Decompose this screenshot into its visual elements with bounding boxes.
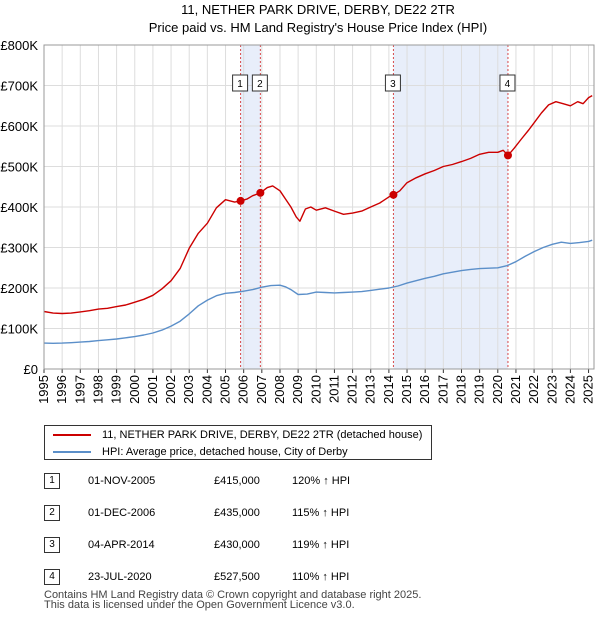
sale-label-3: 3 [390,79,396,90]
x-tick-label: 2008 [272,375,287,404]
x-tick-label: 1996 [54,375,69,404]
footer-attribution: Contains HM Land Registry data © Crown c… [44,589,422,611]
sale-price: £430,000 [214,539,260,551]
sale-price: £435,000 [214,507,260,519]
sale-point-2 [256,188,265,197]
legend-label-hpi: HPI: Average price, detached house, City… [102,446,348,458]
x-tick-label: 2018 [453,375,468,404]
x-tick-label: 2006 [236,375,251,404]
sale-date: 04-APR-2014 [88,539,155,551]
x-tick-label: 2003 [181,375,196,404]
property-price-line [43,94,593,315]
x-tick-label: 1999 [109,375,124,404]
x-tick-label: 1998 [90,375,105,404]
sale-label-box-3 [384,74,401,92]
y-tick-label: £700K [0,79,38,94]
grid [43,44,594,370]
x-tick-label: 2009 [290,375,305,404]
x-tick-label: 2016 [417,375,432,404]
sale-date: 01-NOV-2005 [88,475,156,487]
chart-title: 11, NETHER PARK DRIVE, DERBY, DE22 2TR [181,2,455,17]
table-row: 4 23-JUL-2020 £527,500 110% ↑ HPI [44,567,464,587]
x-tick-label: 2010 [308,375,323,404]
sale-point-3 [389,190,398,199]
sale-vertical-lines [240,45,509,369]
x-tick-label: 2014 [381,375,396,404]
sale-hpi-change: 120% ↑ HPI [292,475,351,487]
x-tick-label: 2001 [145,375,160,404]
y-tick-label: £0 [24,362,38,377]
sale-badge: 2 [44,505,60,521]
x-tick-label: 2019 [472,375,487,404]
sale-label-box-4 [499,74,516,92]
footer-line-licence: This data is licensed under the Open Gov… [44,599,355,611]
y-tick-label: £500K [0,160,38,175]
y-tick-label: £200K [0,281,38,296]
sale-price: £415,000 [214,475,260,487]
sale-hpi-change: 110% ↑ HPI [292,571,350,583]
x-tick-label: 2025 [581,375,596,404]
x-tick-label: 2004 [199,375,214,404]
x-tick-label: 2011 [326,375,341,403]
sale-badge: 4 [44,569,60,585]
x-tick-label: 2015 [399,375,414,404]
plot-frame [43,44,595,370]
y-tick-label: £800K [0,38,38,53]
series-lines [43,94,593,344]
y-tick-label: £400K [0,200,38,215]
x-tick-label: 2023 [544,375,559,404]
legend-swatch-hpi [53,451,91,453]
sale-point-4 [503,151,512,160]
sale-label-1: 1 [237,79,243,90]
y-tick-label: £100K [0,322,38,337]
x-tick-label: 2020 [490,375,505,404]
sale-badge: 1 [44,473,60,489]
y-tick-label: £300K [0,241,38,256]
sale-point-1 [236,196,245,205]
y-tick-label: £600K [0,119,38,134]
x-tick-label: 2013 [363,375,378,404]
footer-line-copyright: Contains HM Land Registry data © Crown c… [44,589,422,601]
x-tick-label: 2007 [254,375,269,404]
x-tick-label: 2005 [218,375,233,404]
table-row: 2 01-DEC-2006 £435,000 115% ↑ HPI [44,503,464,523]
sale-label-2: 2 [257,79,263,90]
sale-label-box-2 [251,74,268,92]
sale-badge: 3 [44,537,60,553]
x-tick-label: 2022 [526,375,541,404]
x-tick-label: 1995 [36,375,51,404]
sale-markers: 1 2 3 4 [232,74,516,205]
sale-label-box-1 [232,74,249,92]
sale-date: 23-JUL-2020 [88,571,152,583]
hpi-line [43,239,593,344]
x-tick-label: 2012 [345,375,360,404]
sale-hpi-change: 115% ↑ HPI [292,507,350,519]
sale-date: 01-DEC-2006 [88,507,156,519]
sale-hpi-change: 119% ↑ HPI [292,539,350,551]
x-tick-label: 2017 [435,375,450,404]
legend: 11, NETHER PARK DRIVE, DERBY, DE22 2TR (… [44,425,432,460]
x-tick-label: 2002 [163,375,178,404]
x-tick-label: 2021 [508,375,523,404]
table-row: 3 04-APR-2014 £430,000 119% ↑ HPI [44,535,464,555]
axes: £0 £100K £200K £300K £400K £500K £600K £700K £80… [0,38,595,404]
legend-swatch-property [53,434,91,436]
chart-subtitle: Price paid vs. HM Land Registry's House … [149,20,487,35]
x-tick-label: 2000 [127,375,142,404]
price-chart: 1 2 3 4 £0 £100K £200K £300K £400K £500K £600K £70… [0,2,595,404]
table-row: 1 01-NOV-2005 £415,000 120% ↑ HPI [44,471,464,491]
legend-label-property: 11, NETHER PARK DRIVE, DERBY, DE22 2TR (… [102,429,423,441]
x-tick-label: 1997 [72,375,87,404]
x-tick-label: 2024 [562,375,577,404]
sale-price: £527,500 [214,571,260,583]
sale-label-4: 4 [505,79,511,90]
